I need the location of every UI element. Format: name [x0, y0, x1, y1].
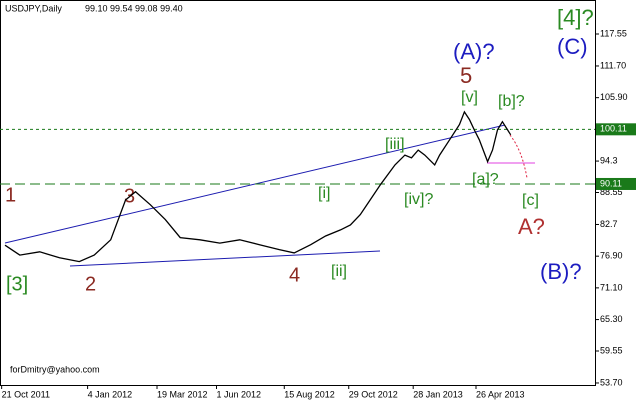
y-tick-label: 94.3: [600, 155, 618, 165]
wave-label: [iii]: [385, 136, 405, 153]
y-tick-label: 59.55: [600, 345, 623, 355]
y-tick-label: 111.70: [600, 60, 626, 70]
plot-frame: [0, 0, 596, 386]
wave-label: (B)?: [540, 259, 582, 284]
wave-label: 1: [5, 184, 16, 206]
wave-label: [4]?: [557, 5, 594, 30]
x-tick-label: 4 Jan 2012: [88, 389, 133, 399]
symbol: USDJPY,Daily: [5, 3, 62, 13]
wave-label: [i]: [318, 185, 330, 202]
x-tick-label: 28 Jan 2013: [413, 389, 463, 399]
x-tick-label: 26 Apr 2013: [476, 389, 525, 399]
wave-label: [3]: [6, 273, 28, 295]
y-tick-label: 105.90: [600, 92, 628, 102]
x-tick-label: 19 Mar 2012: [157, 389, 208, 399]
x-tick-label: 21 Oct 2011: [2, 389, 50, 399]
y-tick-label: 117.55: [600, 28, 627, 38]
level-box: [596, 177, 636, 190]
y-tick-label: 88.55: [600, 187, 623, 197]
wave-label: A?: [518, 214, 545, 239]
wave-label: (A)?: [453, 39, 495, 64]
wave-label: 5: [460, 63, 472, 88]
wave-label: [iv]?: [404, 191, 433, 208]
wave-label: [a]?: [472, 171, 499, 188]
y-tick-label: 53.70: [600, 377, 623, 387]
x-tick-label: 29 Oct 2012: [349, 389, 398, 399]
y-tick-label: 71.10: [600, 282, 623, 292]
level-box: [596, 123, 636, 136]
y-tick-label: 65.30: [600, 314, 623, 324]
wave-labels: 1 [3] 2 3 4 [i] [ii] [iii] [iv]? 5 (A)? …: [5, 5, 594, 295]
trend-line: [69, 250, 381, 267]
wave-label: [v]: [461, 89, 478, 106]
wave-label: [c]: [522, 192, 539, 209]
x-tick-label: 15 Aug 2012: [284, 389, 335, 399]
projection: [509, 134, 528, 179]
y-tick-label: 76.90: [600, 251, 623, 261]
wave-label: [b]?: [498, 93, 525, 110]
wave-label: [ii]: [331, 263, 347, 280]
wave-label: 4: [289, 264, 300, 286]
level-label: 100.11: [600, 124, 627, 134]
wave-label: (C): [557, 34, 588, 59]
wave-label: 2: [85, 273, 96, 295]
price-line: [4, 110, 512, 263]
y-tick-label: 82.7: [600, 219, 618, 229]
watermark: forDmitry@yahoo.com: [10, 364, 100, 374]
ohlc: 99.10 99.54 99.08 99.40: [85, 3, 183, 13]
level-label: 90.11: [600, 178, 622, 188]
x-tick-label: 1 Jun 2012: [217, 389, 262, 399]
